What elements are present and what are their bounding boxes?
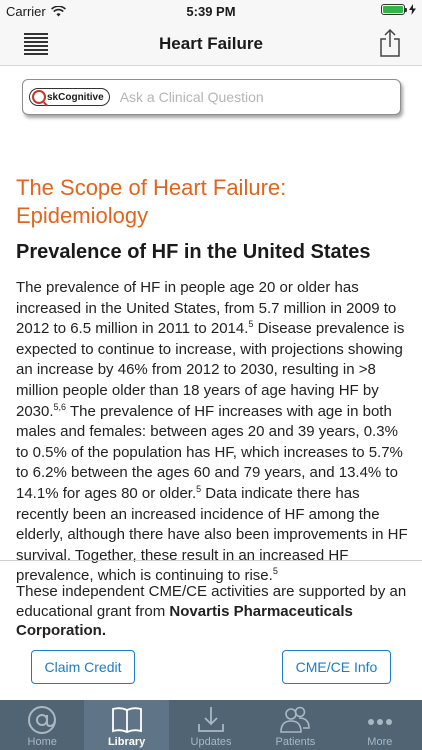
tab-label: Patients bbox=[275, 736, 316, 748]
tab-updates[interactable]: Updates bbox=[169, 700, 253, 750]
carrier-info: Carrier bbox=[6, 4, 66, 19]
tab-label: Home bbox=[27, 736, 57, 748]
tab-bar: Home Library Updates Patients More bbox=[0, 700, 422, 750]
patients-icon bbox=[280, 706, 311, 733]
citation-ref[interactable]: 5,6 bbox=[53, 401, 67, 412]
sponsor-name: Novartis Pharmaceuticals Corporation. bbox=[16, 602, 353, 640]
tab-more[interactable]: More bbox=[338, 700, 422, 750]
divider bbox=[0, 560, 422, 561]
tab-label: Updates bbox=[190, 736, 232, 748]
ask-logo-text: Cognitive bbox=[58, 91, 104, 103]
ask-logo-icon bbox=[32, 90, 46, 104]
battery-icon bbox=[381, 4, 407, 15]
clinical-question-search[interactable]: sk Cognitive bbox=[22, 79, 401, 115]
page-title: Heart Failure bbox=[159, 34, 263, 53]
share-icon[interactable] bbox=[378, 28, 402, 58]
tab-library[interactable]: Library bbox=[84, 700, 169, 750]
tab-label: More bbox=[367, 736, 393, 748]
tab-home[interactable]: Home bbox=[0, 700, 84, 750]
carrier-label: Carrier bbox=[6, 4, 46, 19]
search-input[interactable] bbox=[119, 89, 370, 105]
citation-ref[interactable]: 5 bbox=[196, 483, 202, 494]
paragraph-text: Disease prevalence is expected to contin… bbox=[16, 320, 405, 420]
support-text: These independent CME/CE activities are … bbox=[16, 583, 407, 620]
paragraph-text: Data indicate there has recently been an… bbox=[16, 484, 408, 585]
citation-ref[interactable]: 5 bbox=[248, 319, 254, 330]
at-sign-icon bbox=[28, 706, 57, 734]
charging-icon bbox=[409, 4, 416, 15]
book-icon bbox=[111, 707, 142, 733]
ask-logo-prefix: sk bbox=[47, 91, 59, 103]
subsection-title: Prevalence of HF in the United States bbox=[16, 241, 371, 263]
tab-patients[interactable]: Patients bbox=[253, 700, 337, 750]
hamburger-menu-icon[interactable] bbox=[24, 32, 48, 56]
citation-ref[interactable]: 5 bbox=[272, 566, 278, 577]
cme-ce-info-button[interactable]: CME/CE Info bbox=[282, 650, 391, 684]
status-time: 5:39 PM bbox=[186, 4, 236, 19]
claim-credit-button[interactable]: Claim Credit bbox=[31, 650, 135, 684]
more-dots-icon bbox=[367, 719, 392, 725]
status-right bbox=[381, 4, 416, 15]
navigation-bar: Heart Failure bbox=[0, 22, 422, 66]
tab-label: Library bbox=[107, 736, 146, 748]
paragraph-text: The prevalence of HF increases with age … bbox=[16, 402, 403, 502]
article-paragraph: The prevalence of HF in people age 20 or… bbox=[16, 278, 410, 587]
download-icon bbox=[198, 707, 224, 732]
ask-cognitive-logo: sk Cognitive bbox=[29, 88, 110, 106]
status-bar: Carrier 5:39 PM bbox=[0, 0, 422, 22]
section-title: The Scope of Heart Failure: Epidemiology bbox=[16, 175, 287, 228]
support-statement: These independent CME/CE activities are … bbox=[16, 582, 410, 641]
paragraph-text: The prevalence of HF in people age 20 or… bbox=[16, 279, 397, 338]
wifi-icon bbox=[50, 6, 66, 17]
